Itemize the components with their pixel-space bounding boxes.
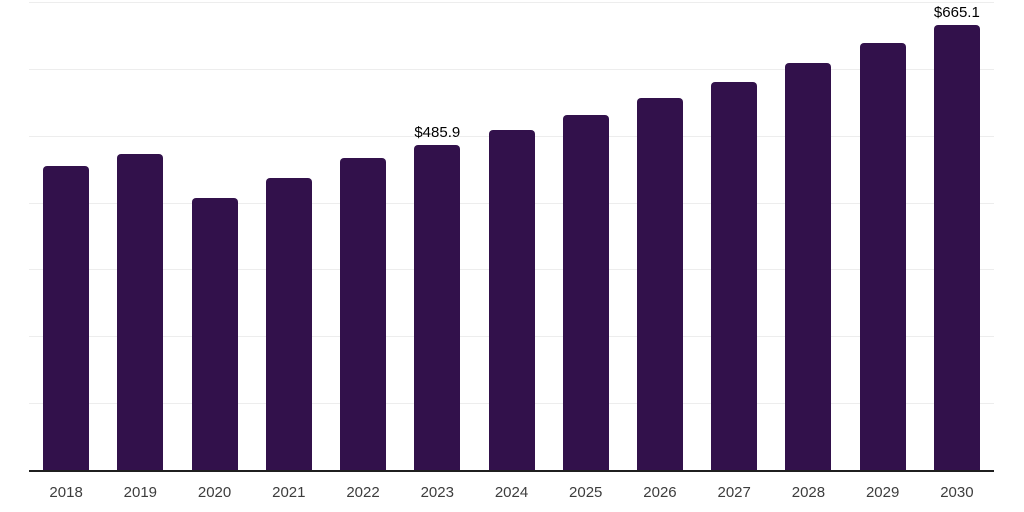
x-tick-label-2018: 2018 [49,484,83,501]
bar-2025 [562,115,609,470]
x-tick-label-2022: 2022 [346,484,380,501]
bar-2022 [340,157,387,470]
bar-2021 [265,177,312,470]
gridline-700 [29,2,994,3]
value-label-2023: $485.9 [414,124,461,142]
x-tick-label-2029: 2029 [865,484,900,501]
bar-2019 [117,154,164,470]
x-tick-label-2030: 2030 [940,484,974,501]
gridline-600 [29,68,994,70]
bar-2028 [785,62,832,470]
bar-2018 [43,165,90,470]
bar-2020 [191,197,238,470]
x-tick-label-2028: 2028 [791,484,826,501]
value-label-2030: $665.1 [933,4,980,22]
x-tick-label-2023: 2023 [420,484,454,501]
x-tick-label-2021: 2021 [272,484,306,501]
bar-2026 [636,98,683,470]
bar-2024 [488,129,535,470]
x-tick-label-2020: 2020 [197,484,232,501]
bar-2029 [859,43,906,470]
x-tick-label-2025: 2025 [569,484,603,501]
x-tick-label-2027: 2027 [717,484,751,501]
bar-2023 [414,145,461,470]
x-tick-label-2019: 2019 [123,484,158,501]
plot-area [29,2,994,472]
bar-2027 [711,82,758,470]
bar-2030 [933,25,980,470]
x-tick-label-2024: 2024 [494,484,529,501]
x-tick-label-2026: 2026 [643,484,677,501]
